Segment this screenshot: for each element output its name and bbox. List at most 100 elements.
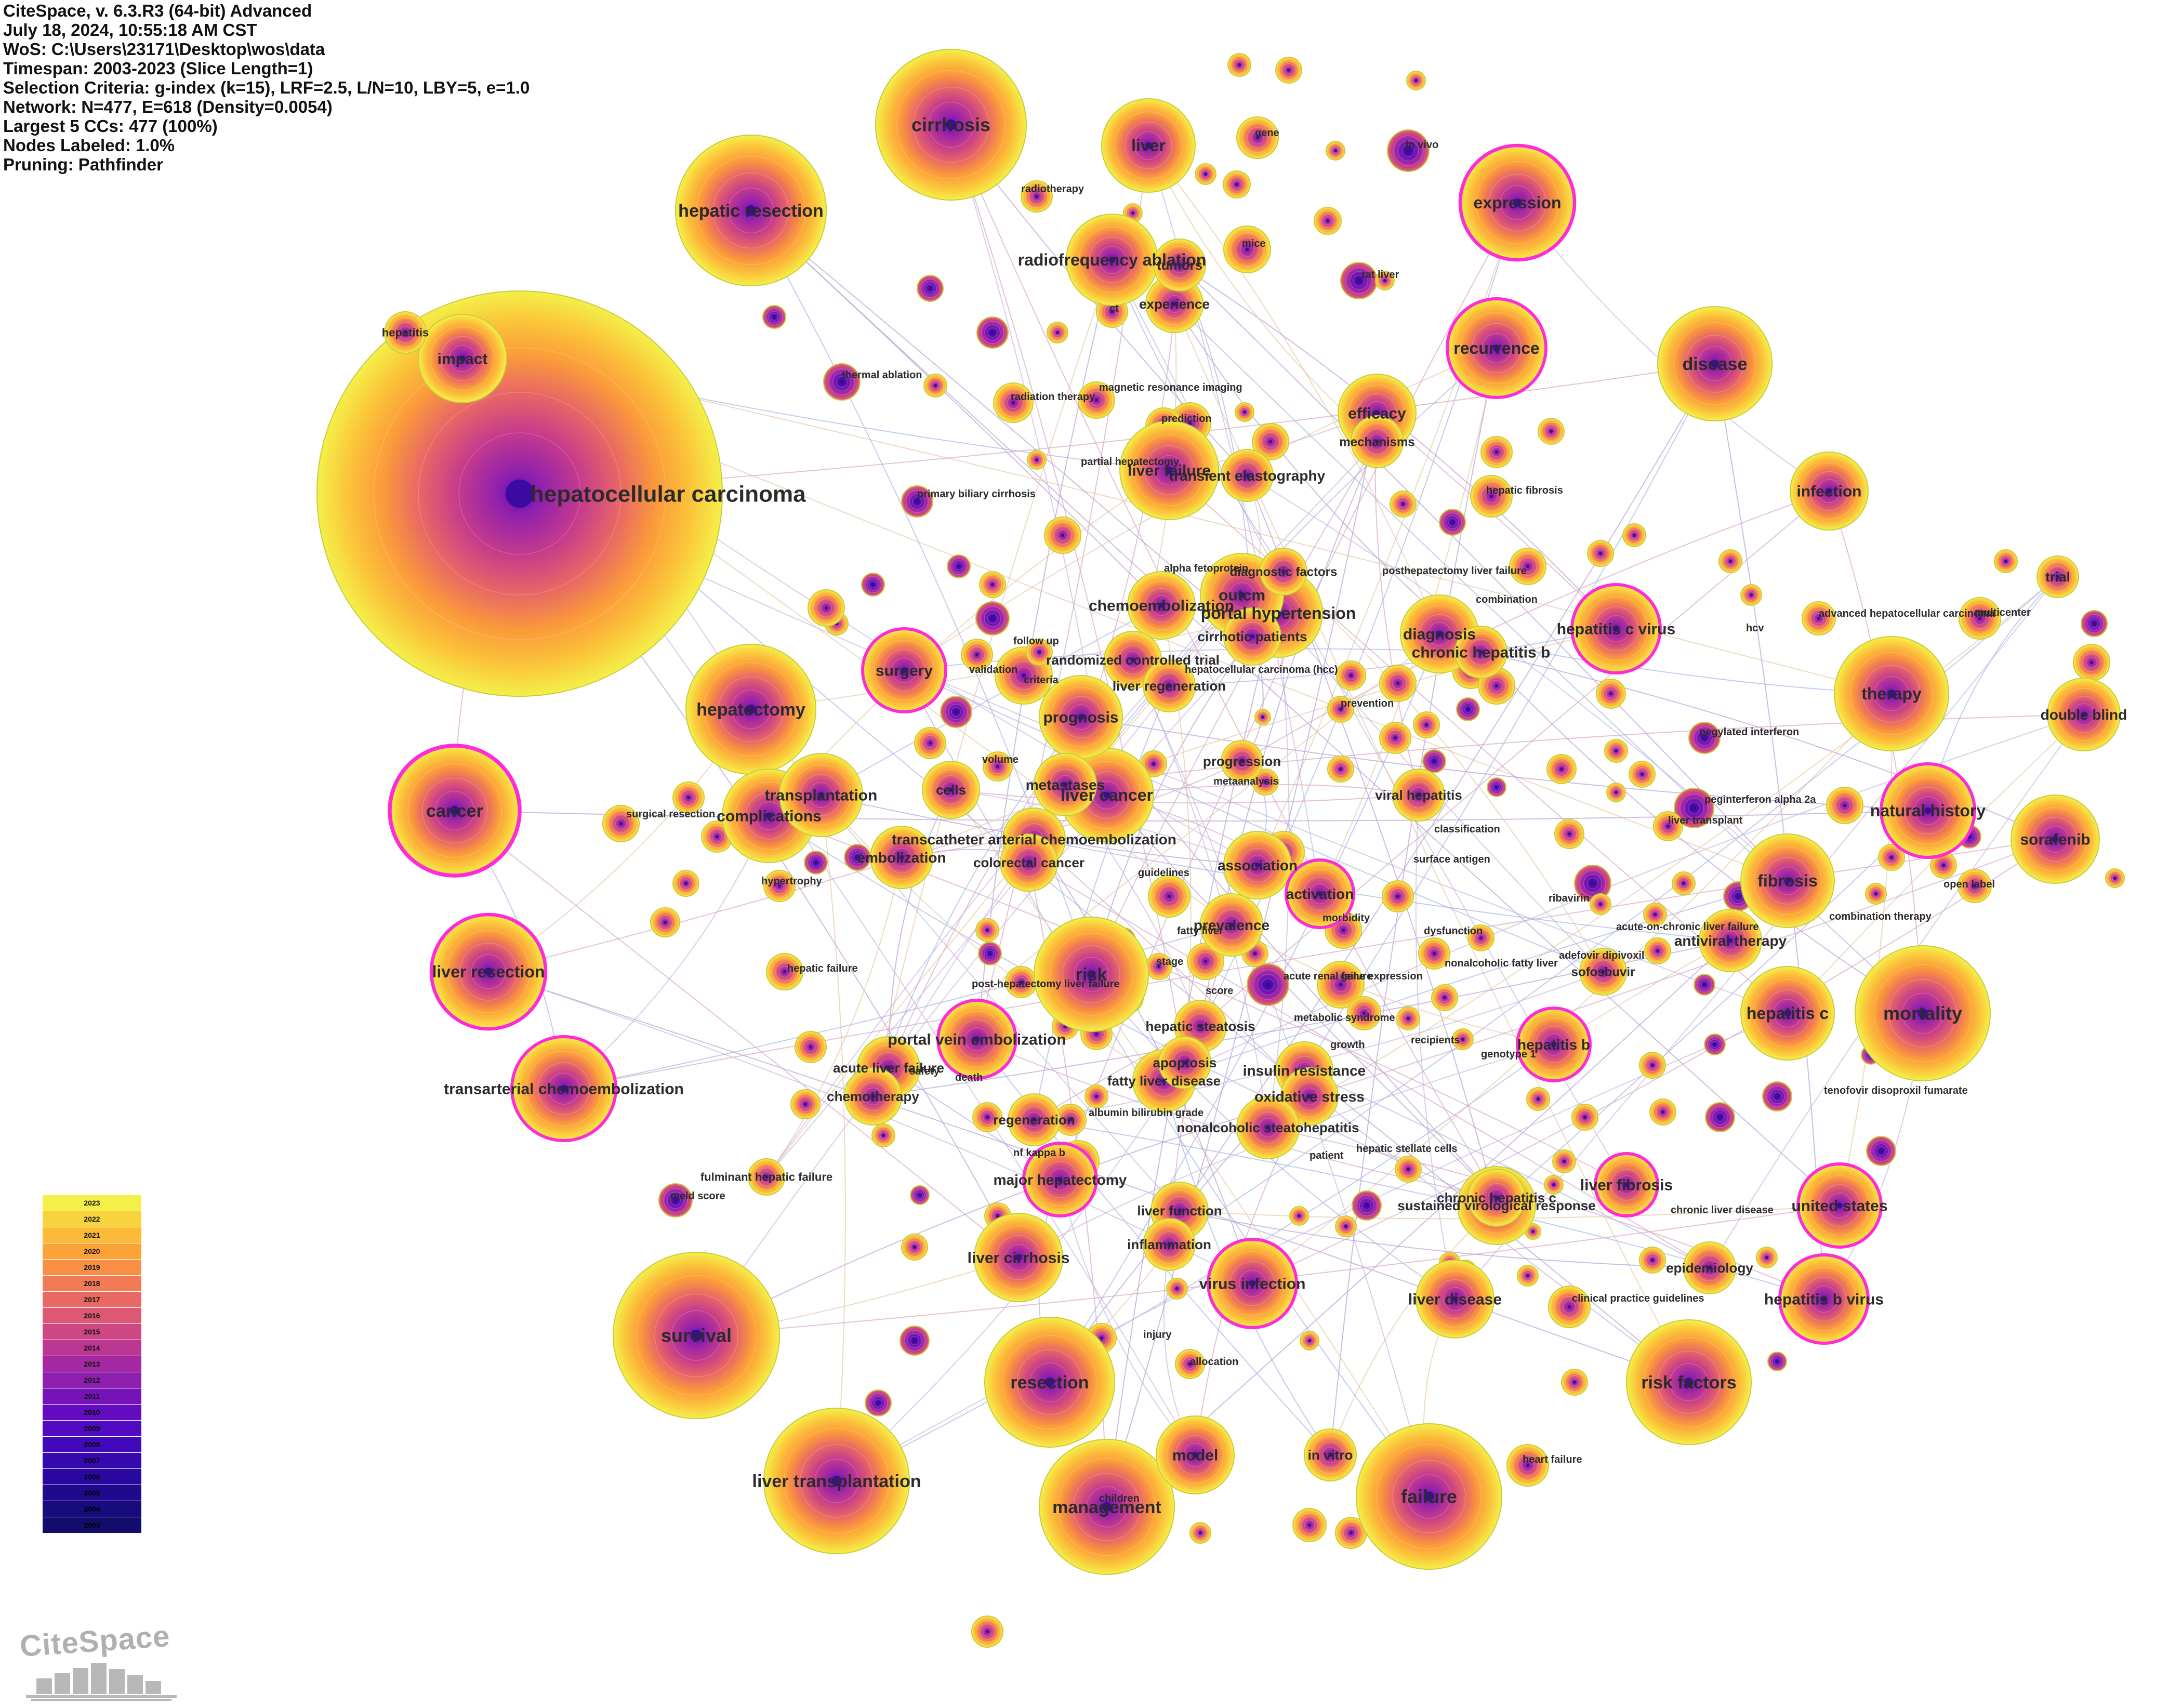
node-label: major hepatectomy — [994, 1172, 1127, 1188]
node-label: efficacy — [1348, 405, 1406, 422]
network-edge — [1480, 652, 1923, 1014]
network-node — [1351, 415, 1404, 468]
network-node — [685, 644, 816, 775]
node-label: chemotherapy — [827, 1089, 919, 1104]
network-node-small — [1672, 871, 1696, 895]
node-label: transcatheter arterial chemoembolization — [892, 831, 1176, 848]
network-node-small — [1866, 1136, 1896, 1166]
network-node-small — [1252, 769, 1279, 796]
network-edge — [1247, 475, 1788, 881]
network-edge — [1241, 491, 1830, 762]
network-node-small — [795, 1031, 827, 1063]
node-label: progression — [1203, 753, 1281, 769]
network-edge — [836, 1013, 1788, 1481]
network-edge — [872, 259, 1113, 1097]
network-node-small — [1452, 1028, 1474, 1050]
network-node-small — [978, 942, 1002, 965]
network-node-small — [1382, 880, 1414, 912]
keyword-label: combination therapy — [1829, 911, 1932, 922]
legend-year-band: 2012 — [43, 1372, 141, 1388]
legend-year-band: 2018 — [43, 1276, 141, 1291]
network-node — [1416, 1260, 1495, 1339]
network-node-small — [1336, 660, 1366, 691]
network-node-small — [1544, 1175, 1564, 1195]
network-node — [388, 744, 522, 878]
node-label: activation — [1286, 886, 1354, 902]
network-node — [1740, 833, 1835, 928]
network-node — [1119, 420, 1219, 520]
network-node-small — [1175, 1349, 1205, 1379]
network-node — [1880, 762, 1976, 859]
node-label: transplantation — [765, 787, 878, 804]
keyword-label: validation — [969, 664, 1017, 676]
node-label: liver resection — [432, 962, 545, 981]
network-edge — [1200, 491, 1830, 1027]
network-node-small — [1418, 937, 1450, 970]
network-node — [1570, 583, 1662, 674]
keyword-label: hepatic stellate cells — [1356, 1143, 1458, 1155]
network-node-small — [1223, 226, 1271, 273]
network-edge — [1415, 795, 1456, 1300]
network-node-small — [1694, 974, 1715, 996]
network-node-small — [1439, 509, 1466, 536]
network-node-small — [1289, 1206, 1309, 1226]
legend-year-band: 2014 — [43, 1340, 141, 1356]
network-edge — [1179, 363, 1715, 1211]
legend-year-band: 2022 — [43, 1211, 141, 1227]
keyword-label: ribavirin — [1549, 893, 1590, 904]
network-node — [1039, 1439, 1175, 1575]
network-node-small — [1649, 1098, 1676, 1126]
network-node-small — [1456, 697, 1480, 721]
network-node-small — [1994, 549, 2018, 573]
node-label: mortality — [1883, 1003, 1962, 1024]
network-node — [1467, 1169, 1526, 1227]
keyword-label: metaanalysis — [1213, 776, 1279, 787]
node-label: randomized controlled trial — [1046, 652, 1220, 668]
legend-year-band: 2007 — [43, 1453, 141, 1468]
network-node — [779, 753, 863, 837]
node-label: liver failure — [1128, 462, 1211, 480]
network-node — [1790, 452, 1869, 531]
network-node — [1101, 98, 1196, 193]
node-label: mechanisms — [1339, 435, 1414, 449]
node-label: fibrosis — [1757, 871, 1818, 890]
node-label: oxidative stress — [1254, 1089, 1365, 1105]
network-edge — [1231, 924, 1554, 1045]
keyword-label: hcv — [1746, 623, 1764, 634]
network-edge — [1080, 717, 1928, 811]
network-edge — [1839, 693, 1893, 1206]
network-node-small — [1413, 711, 1440, 738]
keyword-label: prevention — [1341, 698, 1394, 709]
network-node-small — [1247, 963, 1289, 1006]
network-node — [1304, 1428, 1357, 1481]
network-node-small — [1387, 129, 1430, 172]
node-label: in vitro — [1308, 1447, 1353, 1463]
node-label: virus infection — [1199, 1276, 1305, 1293]
network-node — [1280, 1067, 1339, 1126]
network-node-small — [602, 805, 640, 842]
header-line-network: Network: N=477, E=618 (Density=0.0054) — [3, 97, 333, 116]
network-edge — [1480, 652, 2056, 840]
header-line-source: WoS: C:\Users\23171\Desktop\wos\data — [3, 39, 325, 59]
network-node-small — [1639, 1247, 1666, 1274]
network-node-small — [871, 1123, 895, 1147]
network-node-small — [900, 1326, 930, 1356]
network-node-small — [1604, 739, 1628, 763]
node-label: cancer — [426, 801, 483, 821]
node-label: acute liver failure — [833, 1060, 944, 1076]
node-label: liver fibrosis — [1580, 1177, 1673, 1194]
network-edge — [1034, 971, 1604, 1120]
network-node-small — [1704, 1034, 1726, 1055]
network-node-small — [993, 382, 1034, 423]
legend-year-band: 2013 — [43, 1356, 141, 1372]
keyword-label: in vivo — [1406, 139, 1438, 151]
network-edge — [950, 124, 1185, 1063]
node-label: hepatic resection — [678, 201, 824, 221]
node-label: transarterial chemoembolization — [444, 1081, 684, 1098]
network-edge — [1148, 145, 1440, 634]
node-layer: hepatocellular carcinoma impact hepatitis h… — [316, 49, 2127, 1575]
keyword-label: metabolic syndrome — [1294, 1012, 1395, 1024]
keyword-label: clinical practice guidelines — [1572, 1293, 1704, 1304]
network-node-small — [1148, 875, 1191, 918]
node-label: association — [1218, 857, 1298, 873]
